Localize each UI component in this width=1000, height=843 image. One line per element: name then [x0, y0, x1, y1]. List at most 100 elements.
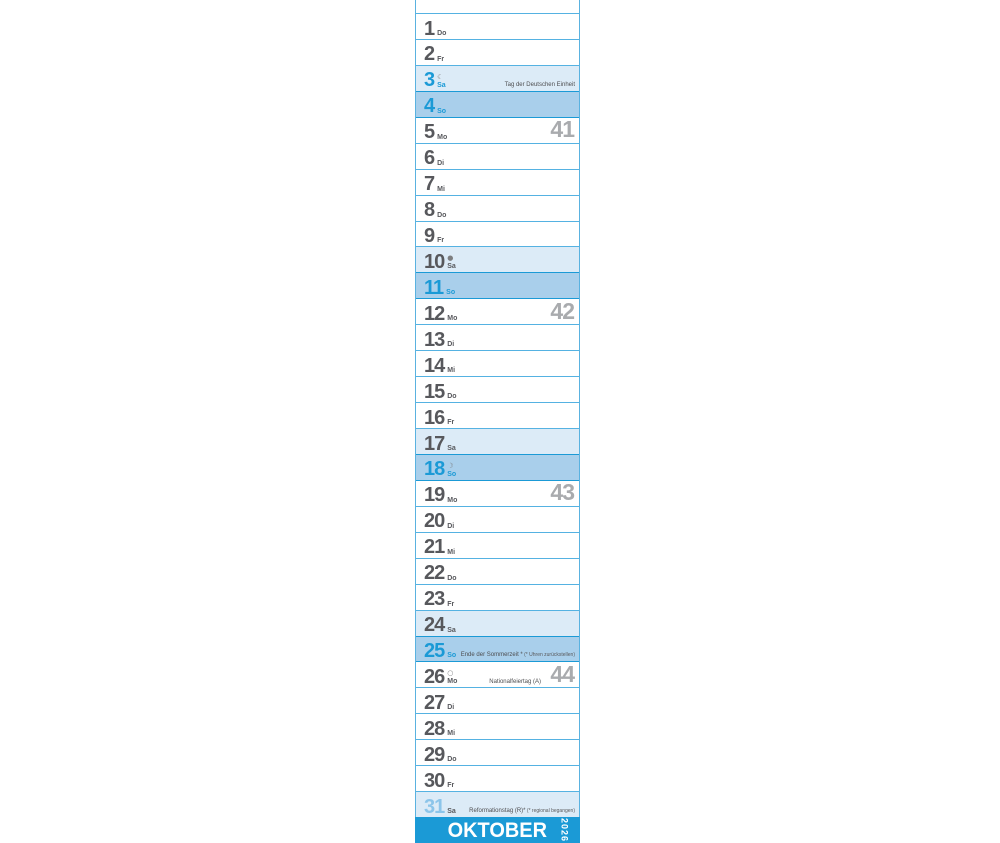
- day-row: 6 Di: [416, 142, 579, 170]
- day-row: 14 Mi: [416, 350, 579, 377]
- day-row: 3 ☾ Sa Tag der Deutschen Einheit: [416, 64, 579, 92]
- weekday-column: Di: [437, 160, 444, 167]
- day-row: 22 Do: [416, 557, 579, 585]
- day-number: 26: [424, 665, 445, 688]
- weekday-label: Di: [447, 341, 455, 349]
- weekday-column: Sa: [447, 808, 456, 815]
- day-number: 19: [424, 484, 445, 507]
- day-number: 25: [424, 640, 445, 663]
- weekday-column: Fr: [437, 56, 444, 63]
- weekday-label: Fr: [437, 55, 445, 63]
- day-row: 8 Do: [416, 194, 579, 222]
- day-row: 30 Fr: [416, 765, 579, 792]
- day-number: 6: [424, 147, 435, 170]
- weekday-column: Mo: [447, 497, 457, 504]
- weekday-label: Do: [447, 756, 457, 764]
- weekday-column: So: [447, 652, 456, 659]
- top-stub-row: [416, 0, 579, 13]
- day-number: 14: [424, 354, 445, 377]
- weekday-label: Mo: [447, 315, 458, 323]
- day-number: 24: [424, 614, 445, 637]
- day-row: 31 Sa Reformationstag (R)* (* regional beg…: [416, 791, 579, 818]
- weekday-label: Mi: [447, 730, 456, 738]
- calendar-strip: 1 Do 2 Fr 3 ☾ Sa Tag der Deutschen Einheit 4 So 5 M…: [415, 0, 580, 843]
- weekday-column: Do: [447, 756, 456, 763]
- weekday-column: ● Sa: [447, 255, 456, 271]
- day-number: 7: [424, 173, 435, 196]
- weekday-label: So: [447, 470, 457, 478]
- day-number: 16: [424, 406, 445, 429]
- day-row: 28 Mi: [416, 713, 579, 740]
- weekday-label: So: [446, 289, 456, 297]
- weekday-column: Do: [437, 212, 446, 219]
- day-number: 22: [424, 562, 445, 585]
- day-row: 1 Do: [416, 13, 579, 39]
- weekday-column: Mo: [437, 134, 447, 141]
- holiday-note: Tag der Deutschen Einheit: [504, 81, 575, 88]
- first-quarter-moon-icon: ☽: [447, 461, 454, 470]
- weekday-label: Do: [437, 29, 447, 37]
- weekday-label: Mo: [447, 678, 458, 686]
- day-number: 17: [424, 432, 445, 455]
- weekday-column: Mi: [447, 730, 455, 737]
- day-row: 25 So Ende der Sommerzeit * (* Uhren zurüc…: [416, 635, 579, 663]
- weekday-label: Mo: [437, 133, 448, 141]
- day-row: 21 Mi: [416, 531, 579, 558]
- weekday-column: Di: [447, 523, 454, 530]
- day-number: 15: [424, 380, 445, 403]
- weekday-label: Di: [447, 704, 455, 712]
- day-row: 23 Fr: [416, 583, 579, 610]
- weekday-label: So: [447, 652, 457, 660]
- weekday-column: Do: [437, 30, 446, 37]
- week-number: 43: [550, 479, 575, 506]
- day-row: 18 ☽ So: [416, 453, 579, 481]
- weekday-label: Sa: [447, 444, 456, 452]
- weekday-label: Do: [437, 211, 447, 219]
- weekday-label: Sa: [437, 81, 446, 89]
- holiday-note-footnote: (* Uhren zurückstellen): [522, 652, 575, 659]
- day-number: 28: [424, 717, 445, 740]
- day-number: 18: [424, 458, 445, 481]
- weekday-column: Do: [447, 575, 456, 582]
- day-row: 16 Fr: [416, 402, 579, 428]
- day-row: 29 Do: [416, 739, 579, 766]
- weekday-label: Do: [447, 574, 457, 582]
- day-number: 2: [424, 43, 435, 66]
- weekday-label: Fr: [447, 600, 455, 608]
- weekday-label: Mo: [447, 496, 458, 504]
- day-row: 11 So: [416, 272, 579, 299]
- day-number: 30: [424, 769, 445, 792]
- holiday-note-footnote: (* regional begangen): [525, 808, 575, 815]
- week-number: 41: [550, 116, 575, 143]
- day-number: 10: [424, 250, 445, 273]
- week-number: 44: [550, 660, 575, 687]
- day-row: 10 ● Sa: [416, 246, 579, 273]
- day-row: 9 Fr: [416, 220, 579, 247]
- month-name: OKTOBER: [447, 818, 548, 842]
- day-row: 20 Di: [416, 505, 579, 532]
- day-row: 15 Do: [416, 376, 579, 403]
- day-row: 12 Mo 42: [416, 297, 579, 325]
- weekday-label: Mi: [447, 367, 456, 375]
- weekday-column: Di: [447, 341, 454, 348]
- day-number: 3: [424, 69, 435, 92]
- weekday-column: Sa: [447, 627, 456, 634]
- weekday-label: Sa: [447, 263, 456, 271]
- year-label: 2026: [559, 818, 570, 843]
- day-number: 12: [424, 302, 445, 325]
- weekday-column: Fr: [447, 419, 454, 426]
- day-number: 4: [424, 95, 435, 118]
- weekday-column: ☽ So: [447, 461, 457, 478]
- day-number: 5: [424, 121, 435, 144]
- day-row: 17 Sa: [416, 428, 579, 454]
- weekday-label: Fr: [447, 419, 455, 426]
- day-number: 8: [424, 199, 435, 222]
- week-number: 42: [550, 297, 575, 324]
- day-row: 24 Sa: [416, 609, 579, 637]
- weekday-column: Fr: [447, 601, 454, 608]
- day-number: 11: [424, 276, 444, 299]
- day-number: 1: [424, 17, 435, 40]
- month-banner: OKTOBER 2026: [415, 817, 580, 843]
- weekday-column: Do: [447, 393, 456, 400]
- weekday-label: So: [437, 107, 447, 115]
